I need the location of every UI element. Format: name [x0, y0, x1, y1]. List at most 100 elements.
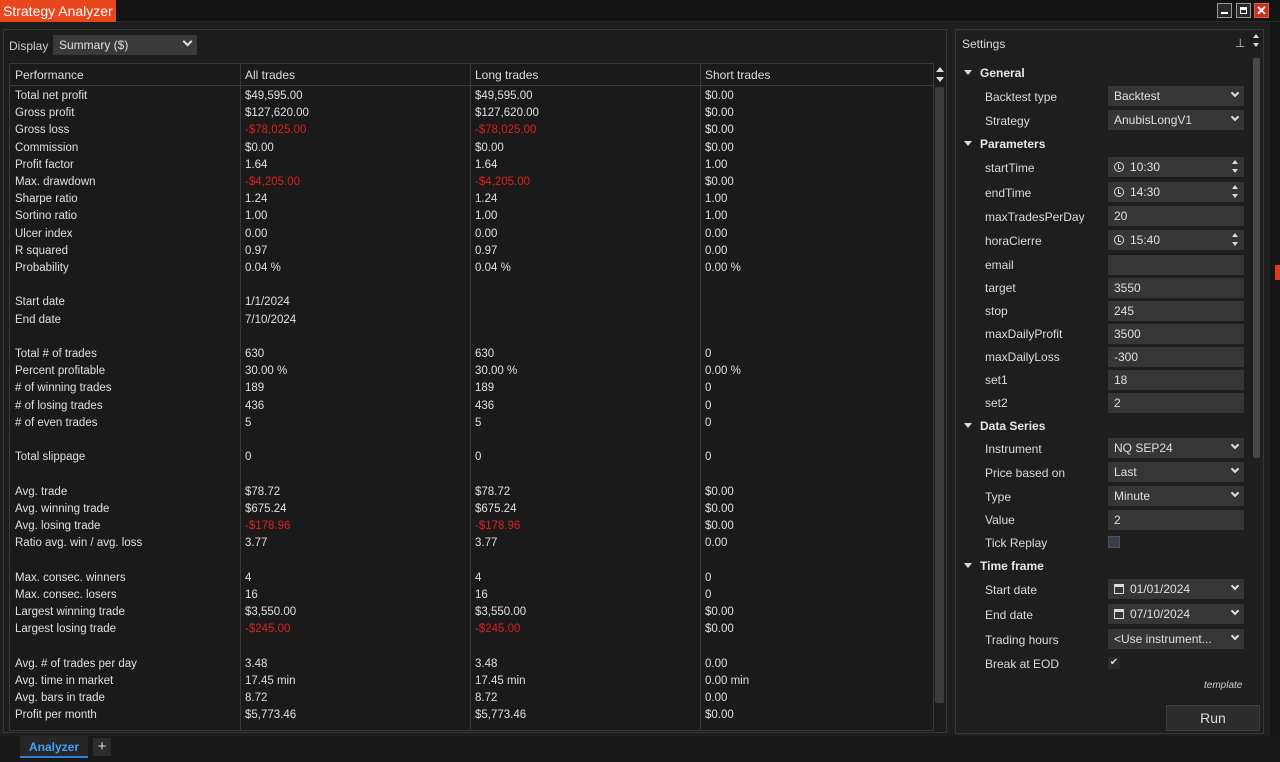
strategy-value: AnubisLongV1 [1114, 113, 1193, 127]
table-row[interactable]: Gross profit $127,620.00 $127,620.00 $0.00 [10, 105, 935, 122]
backtest-type-select[interactable]: Backtest [1108, 86, 1244, 106]
collapse-arrow-icon[interactable] [964, 563, 972, 568]
starttime-field[interactable]: 10:30 [1108, 157, 1244, 177]
table-row[interactable] [10, 329, 935, 346]
chevron-down-icon [1230, 581, 1240, 591]
email-field[interactable] [1108, 255, 1244, 275]
column-header-long-trades[interactable]: Long trades [470, 64, 700, 86]
table-row[interactable] [10, 432, 935, 449]
table-row[interactable]: Largest losing trade -$245.00 -$245.00 $0.0… [10, 621, 935, 638]
table-row[interactable]: Commission $0.00 $0.00 $0.00 [10, 140, 935, 157]
table-row[interactable]: R squared 0.97 0.97 0.00 [10, 243, 935, 260]
grid-scrollbar[interactable] [934, 63, 946, 731]
instrument-select[interactable]: NQ SEP24 [1108, 438, 1244, 458]
table-row[interactable]: Gross loss -$78,025.00 -$78,025.00 $0.00 [10, 122, 935, 139]
section-general[interactable]: General [980, 66, 1025, 80]
price-based-on-select[interactable]: Last [1108, 462, 1244, 482]
table-row[interactable]: Profit per month $5,773.46 $5,773.46 $0.00 [10, 707, 935, 724]
scroll-up-icon[interactable] [1253, 34, 1259, 38]
template-link[interactable]: template [1204, 680, 1243, 691]
column-header-performance[interactable]: Performance [10, 64, 240, 86]
settings-scrollbar[interactable] [1252, 30, 1262, 690]
table-row[interactable]: Ulcer index 0.00 0.00 0.00 [10, 226, 935, 243]
table-row[interactable]: Avg. bars in trade 8.72 8.72 0.00 [10, 690, 935, 707]
spinner-icon[interactable] [1232, 159, 1240, 175]
table-row[interactable]: Sharpe ratio 1.24 1.24 1.00 [10, 191, 935, 208]
table-row[interactable]: Percent profitable 30.00 % 30.00 % 0.00 % [10, 363, 935, 380]
table-row[interactable] [10, 277, 935, 294]
run-button[interactable]: Run [1166, 705, 1260, 731]
table-row[interactable]: Avg. winning trade $675.24 $675.24 $0.00 [10, 501, 935, 518]
target-field[interactable]: 3550 [1108, 278, 1244, 298]
tick-replay-checkbox[interactable] [1108, 536, 1120, 548]
section-time-frame[interactable]: Time frame [980, 559, 1044, 573]
table-row[interactable]: Ratio avg. win / avg. loss 3.77 3.77 0.00 [10, 535, 935, 552]
start-date-picker[interactable]: 01/01/2024 [1108, 579, 1244, 599]
scroll-down-icon[interactable] [936, 77, 944, 82]
collapse-arrow-icon[interactable] [964, 423, 972, 428]
trading-hours-select[interactable]: <Use instrument... [1108, 629, 1244, 649]
table-row[interactable]: Total slippage 0 0 0 [10, 449, 935, 466]
table-row[interactable]: End date 7/10/2024 [10, 312, 935, 329]
display-select[interactable]: Summary ($) [53, 35, 197, 55]
table-row[interactable]: Start date 1/1/2024 [10, 294, 935, 311]
table-row[interactable]: Avg. time in market 17.45 min 17.45 min 0.0… [10, 673, 935, 690]
set2-field[interactable]: 2 [1108, 393, 1244, 413]
table-row[interactable]: Avg. losing trade -$178.96 -$178.96 $0.00 [10, 518, 935, 535]
table-row[interactable]: Avg. # of trades per day 3.48 3.48 0.00 [10, 656, 935, 673]
add-tab-button[interactable]: + [93, 738, 111, 756]
close-icon[interactable]: ✕ [1254, 3, 1269, 18]
maxtradesperday-field[interactable]: 20 [1108, 206, 1244, 226]
column-header-short-trades[interactable]: Short trades [700, 64, 935, 86]
table-row[interactable] [10, 552, 935, 569]
horacierre-field[interactable]: 15:40 [1108, 230, 1244, 250]
short-trades-cell: 0.00 [705, 537, 728, 550]
table-row[interactable]: # of losing trades 436 436 0 [10, 398, 935, 415]
table-row[interactable]: Max. consec. winners 4 4 0 [10, 570, 935, 587]
type-select[interactable]: Minute [1108, 486, 1244, 506]
table-row[interactable] [10, 638, 935, 655]
table-row[interactable]: Probability 0.04 % 0.04 % 0.00 % [10, 260, 935, 277]
spinner-icon[interactable] [1232, 184, 1240, 200]
collapse-arrow-icon[interactable] [964, 141, 972, 146]
spinner-icon[interactable] [1232, 232, 1240, 248]
collapse-arrow-icon[interactable] [964, 70, 972, 75]
performance-cell: Total slippage [15, 451, 86, 464]
maxdailyprofit-field[interactable]: 3500 [1108, 324, 1244, 344]
endtime-field[interactable]: 14:30 [1108, 182, 1244, 202]
section-parameters[interactable]: Parameters [980, 137, 1046, 151]
long-trades-cell [470, 552, 700, 569]
scroll-thumb[interactable] [1253, 58, 1260, 458]
maxdailyloss-field[interactable]: -300 [1108, 347, 1244, 367]
break-at-eod-checkbox[interactable]: ✔ [1108, 657, 1120, 669]
pin-icon[interactable]: ⊥ [1235, 36, 1246, 50]
table-row[interactable]: Largest winning trade $3,550.00 $3,550.00 $… [10, 604, 935, 621]
table-row[interactable]: Max. drawdown -$4,205.00 -$4,205.00 $0.00 [10, 174, 935, 191]
settings-title: Settings [962, 37, 1006, 51]
table-row[interactable]: Total # of trades 630 630 0 [10, 346, 935, 363]
section-data-series[interactable]: Data Series [980, 419, 1046, 433]
scroll-up-icon[interactable] [936, 67, 944, 72]
stop-field[interactable]: 245 [1108, 301, 1244, 321]
performance-cell [10, 432, 240, 449]
scroll-thumb[interactable] [935, 87, 944, 703]
tab-analyzer[interactable]: Analyzer [20, 736, 88, 758]
set1-field[interactable]: 18 [1108, 370, 1244, 390]
scroll-down-icon[interactable] [1253, 43, 1259, 47]
column-header-all-trades[interactable]: All trades [240, 64, 470, 86]
value-field[interactable]: 2 [1108, 510, 1244, 530]
strategy-select[interactable]: AnubisLongV1 [1108, 110, 1244, 130]
minimize-icon[interactable] [1217, 3, 1232, 18]
table-row[interactable]: Total net profit $49,595.00 $49,595.00 $0.0… [10, 88, 935, 105]
maximize-icon[interactable] [1236, 3, 1251, 18]
table-row[interactable]: Profit factor 1.64 1.64 1.00 [10, 157, 935, 174]
table-row[interactable]: # of winning trades 189 189 0 [10, 380, 935, 397]
table-row[interactable]: Max. consec. losers 16 16 0 [10, 587, 935, 604]
column-divider [470, 64, 471, 730]
table-row[interactable] [10, 466, 935, 483]
table-row[interactable]: Avg. trade $78.72 $78.72 $0.00 [10, 484, 935, 501]
table-row[interactable]: Sortino ratio 1.00 1.00 1.00 [10, 208, 935, 225]
table-row[interactable]: # of even trades 5 5 0 [10, 415, 935, 432]
chevron-down-icon [1230, 88, 1240, 98]
end-date-picker[interactable]: 07/10/2024 [1108, 604, 1244, 624]
